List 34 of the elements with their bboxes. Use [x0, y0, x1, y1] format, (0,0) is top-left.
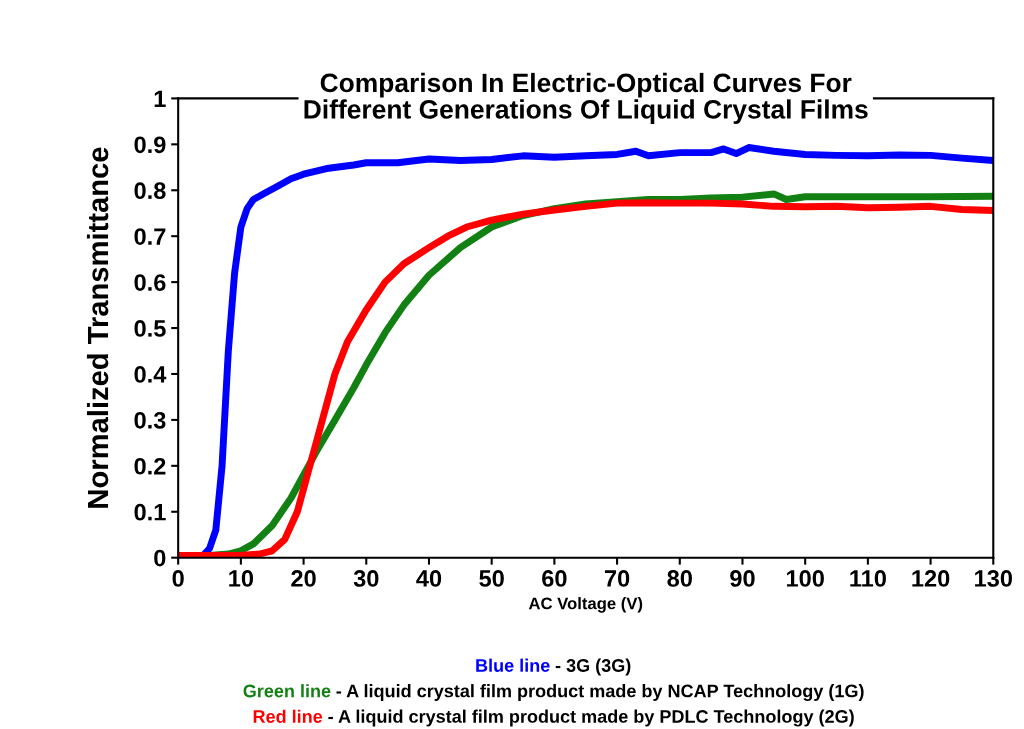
y-tick-label: 0.7: [134, 228, 166, 245]
text: - A liquid crystal film product made by PDLC Technology (2G): [328, 709, 854, 727]
x-tick-label: 40: [416, 570, 442, 587]
x-tick-label: 90: [730, 570, 755, 587]
x-tick-label: 120: [912, 570, 950, 587]
x-axis-title: AC Voltage (V): [528, 597, 643, 613]
y-tick-label: 0.4: [134, 366, 167, 383]
y-tick-label: 0.5: [134, 320, 166, 337]
x-tick-label: 10: [229, 570, 254, 587]
text: Green line: [243, 684, 331, 698]
text: - A liquid crystal film product made by NCAP Technology (1G): [336, 684, 864, 702]
text: Blue line: [476, 658, 550, 672]
x-tick-label: 50: [479, 570, 504, 587]
x-tick-label: 100: [786, 570, 824, 587]
x-tick-label: 30: [353, 570, 379, 587]
x-tick-label: 110: [850, 570, 886, 587]
y-tick-label: 1: [154, 90, 166, 107]
y-tick-label: 0.8: [134, 182, 166, 200]
x-tick-label: 0: [172, 570, 184, 587]
y-tick-label: 0.6: [134, 274, 166, 291]
chart-title: Comparison In Electric-Optical Curves For Different Generations Of Liquid Crystal Films: [304, 72, 868, 124]
x-tick-label: 130: [975, 570, 1013, 587]
y-axis-title: Normalized Transmittance: [86, 147, 109, 508]
y-tick-label: 0.9: [134, 136, 166, 154]
y-tick-label: 0.1: [134, 503, 166, 521]
x-tick-label: 70: [604, 570, 630, 587]
x-tick-label: 80: [667, 570, 692, 587]
y-tick-label: 0: [154, 549, 166, 567]
y-tick-label: 0.3: [134, 411, 166, 429]
y-tick-label: 0.2: [134, 457, 166, 475]
text: - 3G (3G): [555, 658, 631, 676]
x-tick-label: 20: [291, 570, 316, 587]
x-tick-label: 60: [542, 570, 567, 587]
text: Red line: [253, 709, 323, 723]
